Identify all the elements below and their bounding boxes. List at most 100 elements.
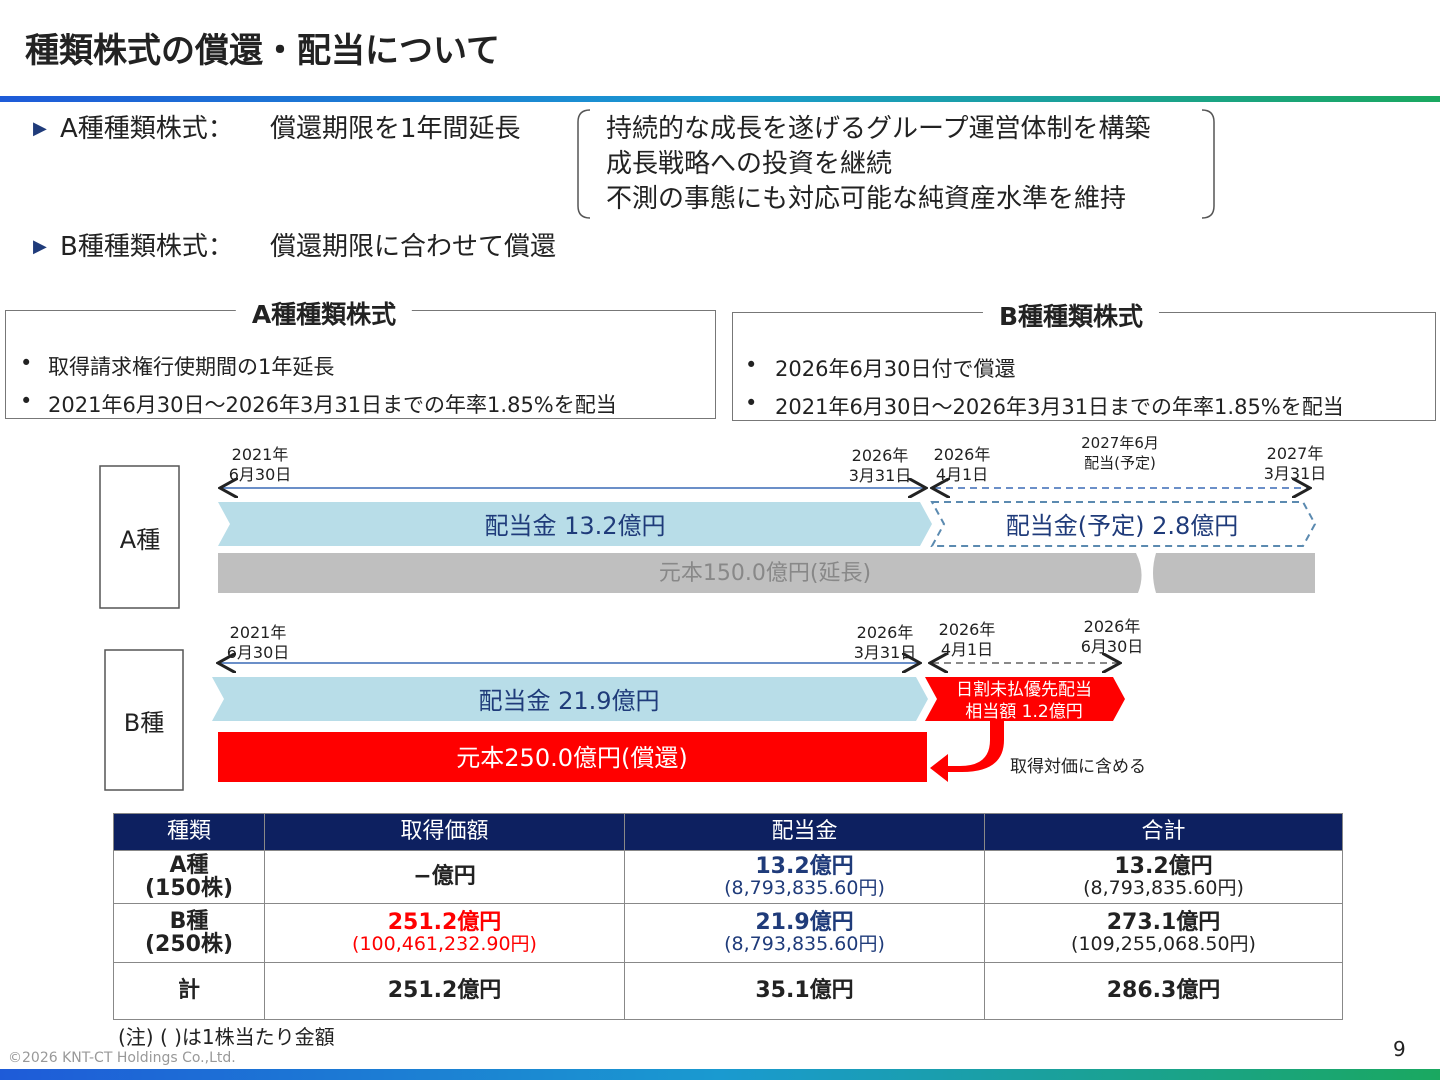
cell-text: (250株) <box>144 932 234 957</box>
cell-value: −億円 <box>413 864 476 890</box>
cell-sub: (8,793,835.60円) <box>724 932 885 955</box>
reason: 不測の事態にも対応可能な純資産水準を維持 <box>606 184 1127 214</box>
cell-sub: (109,255,068.50円) <box>1071 932 1256 955</box>
bullet: • <box>20 351 33 375</box>
cell-text: 計 <box>177 978 200 1004</box>
cell-text: A種 <box>169 852 209 878</box>
date: 3月31日 <box>848 466 912 485</box>
header-cell: 取得価額 <box>264 813 625 851</box>
label-box <box>104 649 184 791</box>
cell-value: 273.1億円 <box>1106 910 1221 936</box>
box-title: B種種類株式 <box>982 297 1160 333</box>
header-cell: 配当金 <box>624 813 985 851</box>
bullet-marker: ▶ <box>33 236 47 257</box>
cell: 273.1億円 (109,255,068.50円) <box>984 903 1343 963</box>
principal-text: 元本250.0億円(償還) <box>456 744 688 772</box>
planned-text: 配当金(予定) 2.8億円 <box>1005 512 1239 540</box>
cell: A種 (150株) <box>113 850 265 904</box>
summary-table: 種類 取得価額 配当金 合計 A種 (150株) −億円 13.2億円 (8,793… <box>113 813 1343 1020</box>
prorated-text: 相当額 1.2億円 <box>965 702 1083 722</box>
date: 2027年 <box>1266 444 1324 463</box>
cell-value: 251.2億円 <box>387 978 502 1004</box>
date: 2026年 <box>851 446 909 465</box>
table-header: 種類 取得価額 配当金 合計 <box>113 813 1343 851</box>
bullet: • <box>745 353 758 377</box>
cell: 251.2億円 <box>264 962 625 1020</box>
date: 2021年 <box>229 623 287 642</box>
cell: 13.2億円 (8,793,835.60円) <box>624 850 985 904</box>
curved-arrow <box>930 721 1004 782</box>
date: 4月1日 <box>940 640 994 659</box>
date: 6月30日 <box>1080 637 1144 656</box>
date: 2026年 <box>938 620 996 639</box>
row-label: A種 <box>119 526 161 554</box>
cell-value: 251.2億円 <box>387 910 502 936</box>
date: 2021年 <box>231 445 289 464</box>
bullet-text: 2021年6月30日～2026年3月31日までの年率1.85%を配当 <box>48 393 617 417</box>
cell: 21.9億円 (8,793,835.60円) <box>624 903 985 963</box>
cell-sub: (8,793,835.60円) <box>1083 876 1244 899</box>
box-title: A種種類株式 <box>235 295 413 331</box>
bracket <box>1201 109 1215 219</box>
principal-bar <box>218 732 927 782</box>
cell: 計 <box>113 962 265 1020</box>
summary-text: 償還期限に合わせて償還 <box>270 232 557 262</box>
copyright: ©2026 KNT-CT Holdings Co.,Ltd. <box>8 1050 236 1066</box>
dividend-text: 配当金 13.2億円 <box>484 512 666 540</box>
table-row: 計 251.2億円 35.1億円 286.3億円 <box>113 962 1343 1020</box>
title: 種類株式の償還・配当について <box>25 31 500 71</box>
reason: 成長戦略への投資を継続 <box>606 149 893 179</box>
cell-text: (150株) <box>144 876 234 901</box>
bullet-text: 2026年6月30日付で償還 <box>775 357 1016 381</box>
cell-value: 21.9億円 <box>755 910 854 936</box>
header-cell: 種類 <box>113 813 265 851</box>
cell-value: 13.2億円 <box>755 854 854 880</box>
planned-band <box>930 501 1317 547</box>
date: 6月30日 <box>226 643 290 662</box>
cell: B種 (250株) <box>113 903 265 963</box>
arrow-note: 取得対価に含める <box>1010 757 1146 777</box>
bullet: • <box>745 391 758 415</box>
table-row: A種 (150株) −億円 13.2億円 (8,793,835.60円) 13.2億… <box>113 850 1343 904</box>
footer-rule <box>0 1069 1440 1080</box>
date: 配当(予定) <box>1084 454 1156 472</box>
break-mark <box>1136 553 1156 593</box>
date: 2026年 <box>856 623 914 642</box>
cell-value: 35.1億円 <box>755 978 854 1004</box>
cell: 35.1億円 <box>624 962 985 1020</box>
cell-value: 286.3億円 <box>1106 978 1221 1004</box>
date: 3月31日 <box>1263 464 1327 483</box>
cell-value: 13.2億円 <box>1114 854 1213 880</box>
bullet-marker: ▶ <box>33 118 47 139</box>
header-cell: 合計 <box>984 813 1343 851</box>
dividend-band <box>218 502 932 546</box>
date: 4月1日 <box>935 465 989 484</box>
dividend-band <box>212 677 928 721</box>
date: 2026年 <box>1083 617 1141 636</box>
principal-bar <box>218 553 1315 593</box>
info-box: A種種類株式 • 取得請求権行使期間の1年延長 • 2021年6月30日～202… <box>5 295 716 419</box>
bullet-text: 取得請求権行使期間の1年延長 <box>48 355 335 379</box>
cell: 251.2億円 (100,461,232.90円) <box>264 903 625 963</box>
date: 2027年6月 <box>1081 434 1159 452</box>
page-number: 9 <box>1393 1037 1406 1061</box>
bullet: • <box>20 389 33 413</box>
date: 6月30日 <box>228 465 292 484</box>
header-rule <box>0 96 1440 102</box>
info-box: B種種類株式 • 2026年6月30日付で償還 • 2021年6月30日～202… <box>732 297 1436 421</box>
summary-label: B種種類株式： <box>60 232 234 262</box>
summary-label: A種種類株式： <box>60 114 234 144</box>
bracket <box>577 109 591 219</box>
table-row: B種 (250株) 251.2億円 (100,461,232.90円) 21.9億円… <box>113 903 1343 963</box>
cell-text: B種 <box>169 908 209 934</box>
reason: 持続的な成長を遂げるグループ運営体制を構築 <box>606 114 1151 144</box>
label-box <box>99 465 180 609</box>
cell: 286.3億円 <box>984 962 1343 1020</box>
date: 3月31日 <box>853 643 917 662</box>
dividend-text: 配当金 21.9億円 <box>478 687 660 715</box>
cell-sub: (8,793,835.60円) <box>724 876 885 899</box>
prorated-band <box>925 677 1125 721</box>
bullet-text: 2021年6月30日～2026年3月31日までの年率1.85%を配当 <box>775 395 1344 419</box>
